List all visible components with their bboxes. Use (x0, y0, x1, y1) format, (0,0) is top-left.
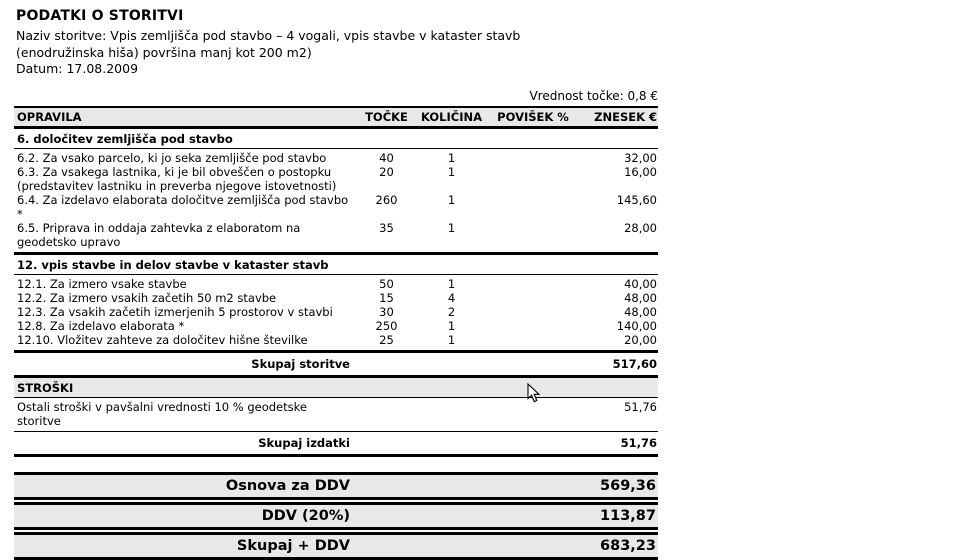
row-description: 6.2. Za vsako parcelo, ki jo seka zemlji… (14, 151, 359, 165)
row-amount: 51,76 (624, 399, 657, 414)
row-amount: 40,00 (624, 276, 657, 291)
section-12-rows: 12.1. Za izmero vsake stavbe 50 1 40,00 … (14, 275, 658, 350)
row-amount: 140,00 (616, 318, 657, 333)
row-description-line: geodetsko upravo (17, 234, 121, 249)
header-tocke: TOČKE (365, 109, 408, 124)
total-value: 683,23 (600, 537, 656, 554)
total-row-grand-total: Skupaj + DDV 683,23 (14, 531, 658, 560)
row-description: 6.5. Priprava in oddaja zahtevka z elabo… (14, 221, 359, 249)
row-description-line: 12.8. Za izdelavo elaborata * (17, 318, 185, 333)
row-quantity: 1 (447, 318, 456, 333)
row-quantity: 1 (447, 276, 456, 291)
row-points: 25 (379, 332, 394, 347)
total-label: DDV (20%) (261, 507, 350, 524)
row-description-line: Ostali stroški v pavšalni vrednosti 10 %… (17, 399, 307, 414)
subtotal-services-label: Skupaj storitve (251, 356, 350, 371)
row-description: 12.10. Vložitev zahteve za določitev hiš… (14, 333, 359, 347)
header-kolicina: KOLIČINA (420, 109, 483, 124)
row-description-line: 12.2. Za izmero vsakih začetih 50 m2 sta… (17, 290, 277, 305)
header-povisek: POVIŠEK % (497, 109, 569, 124)
table-row: 12.10. Vložitev zahteve za določitev hiš… (14, 333, 658, 347)
row-description: 12.8. Za izdelavo elaborata * (14, 319, 359, 333)
row-description-line: 12.10. Vložitev zahteve za določitev hiš… (17, 332, 308, 347)
table-row: 6.3. Za vsakega lastnika, ki je bil obve… (14, 165, 658, 193)
table-row: 6.5. Priprava in oddaja zahtevka z elabo… (14, 221, 658, 249)
row-description-line: storitve (17, 413, 61, 428)
table-row: 12.8. Za izdelavo elaborata * 250 1 140,… (14, 319, 658, 333)
subtotal-costs-value: 51,76 (620, 435, 657, 450)
total-row-vat-base: Osnova za DDV 569,36 (14, 471, 658, 500)
service-document: PODATKI O STORITVI Naziv storitve: Vpis … (14, 8, 658, 560)
row-quantity: 1 (447, 192, 456, 207)
row-description: 6.3. Za vsakega lastnika, ki je bil obve… (14, 165, 359, 193)
row-description: 6.4. Za izdelavo elaborata določitve zem… (14, 193, 359, 221)
row-quantity: 1 (447, 332, 456, 347)
services-table: OPRAVILA TOČKE KOLIČINA POVIŠEK % ZNESEK… (14, 105, 658, 457)
row-points: 35 (379, 220, 394, 235)
costs-section-header: STROŠKI (14, 377, 658, 398)
total-label: Skupaj + DDV (236, 537, 350, 554)
row-points: 15 (379, 290, 394, 305)
table-row: 12.1. Za izmero vsake stavbe 50 1 40,00 (14, 277, 658, 291)
row-amount: 28,00 (624, 220, 657, 235)
service-name-line1: Naziv storitve: Vpis zemljišča pod stavb… (16, 28, 521, 43)
totals-block: Osnova za DDV 569,36 DDV (20%) 113,87 Sk… (14, 471, 658, 560)
row-description: 12.3. Za vsakih začetih izmerjenih 5 pro… (14, 305, 359, 319)
subtotal-costs-row: Skupaj izdatki 51,76 (14, 432, 658, 457)
service-date: Datum: 17.08.2009 (16, 61, 139, 76)
row-points: 50 (379, 276, 394, 291)
table-row: 6.4. Za izdelavo elaborata določitve zem… (14, 193, 658, 221)
row-points: 250 (375, 318, 398, 333)
row-amount: 20,00 (624, 332, 657, 347)
row-description-line: 6.2. Za vsako parcelo, ki jo seka zemlji… (17, 150, 327, 165)
row-points: 40 (379, 150, 394, 165)
row-description-line: 12.3. Za vsakih začetih izmerjenih 5 pro… (17, 304, 333, 319)
page-title: PODATKI O STORITVI (16, 8, 184, 24)
row-description: 12.1. Za izmero vsake stavbe (14, 277, 359, 291)
total-value: 569,36 (600, 477, 656, 494)
subtotal-services-row: Skupaj storitve 517,60 (14, 349, 658, 378)
costs-rows: Ostali stroški v pavšalni vrednosti 10 %… (14, 398, 658, 432)
row-amount: 32,00 (624, 150, 657, 165)
row-description-line: 6.3. Za vsakega lastnika, ki je bil obve… (17, 164, 332, 179)
row-quantity: 1 (447, 150, 456, 165)
row-amount: 48,00 (624, 290, 657, 305)
header-opravila: OPRAVILA (17, 109, 82, 124)
row-quantity: 4 (447, 290, 456, 305)
row-quantity: 2 (447, 304, 456, 319)
row-points: 20 (379, 164, 394, 179)
total-value: 113,87 (600, 507, 656, 524)
row-description-line: 6.4. Za izdelavo elaborata določitve zem… (17, 192, 349, 207)
row-description: Ostali stroški v pavšalni vrednosti 10 %… (14, 400, 359, 428)
section-title-6: 6. določitev zemljišča pod stavbo (14, 129, 658, 149)
table-row: 12.3. Za vsakih začetih izmerjenih 5 pro… (14, 305, 658, 319)
table-row: 12.2. Za izmero vsakih začetih 50 m2 sta… (14, 291, 658, 305)
row-points: 30 (379, 304, 394, 319)
total-label: Osnova za DDV (225, 477, 350, 494)
table-row: 6.2. Za vsako parcelo, ki jo seka zemlji… (14, 151, 658, 165)
table-header-row: OPRAVILA TOČKE KOLIČINA POVIŠEK % ZNESEK… (14, 107, 658, 129)
row-description-line: 12.1. Za izmero vsake stavbe (17, 276, 187, 291)
row-description-line: (predstavitev lastniku in preverba njego… (17, 178, 337, 193)
row-points: 260 (375, 192, 398, 207)
row-quantity: 1 (447, 164, 456, 179)
row-amount: 48,00 (624, 304, 657, 319)
section-6-rows: 6.2. Za vsako parcelo, ki jo seka zemlji… (14, 149, 658, 252)
row-amount: 16,00 (624, 164, 657, 179)
table-row: Ostali stroški v pavšalni vrednosti 10 %… (14, 400, 658, 428)
mouse-cursor-icon (527, 383, 541, 403)
subtotal-services-value: 517,60 (612, 356, 657, 371)
row-description: 12.2. Za izmero vsakih začetih 50 m2 sta… (14, 291, 359, 305)
row-amount: 145,60 (616, 192, 657, 207)
point-value-label: Vrednost točke: 0,8 € (529, 88, 658, 103)
row-quantity: 1 (447, 220, 456, 235)
service-name-line2: (enodružinska hiša) površina manj kot 20… (16, 44, 312, 60)
header-znesek: ZNESEK € (594, 109, 657, 124)
total-row-vat: DDV (20%) 113,87 (14, 501, 658, 530)
subtotal-costs-label: Skupaj izdatki (258, 435, 350, 450)
row-description-line: 6.5. Priprava in oddaja zahtevka z elabo… (17, 220, 301, 235)
section-title-12: 12. vpis stavbe in delov stavbe v katast… (14, 251, 658, 275)
row-description-line: * (17, 206, 23, 221)
